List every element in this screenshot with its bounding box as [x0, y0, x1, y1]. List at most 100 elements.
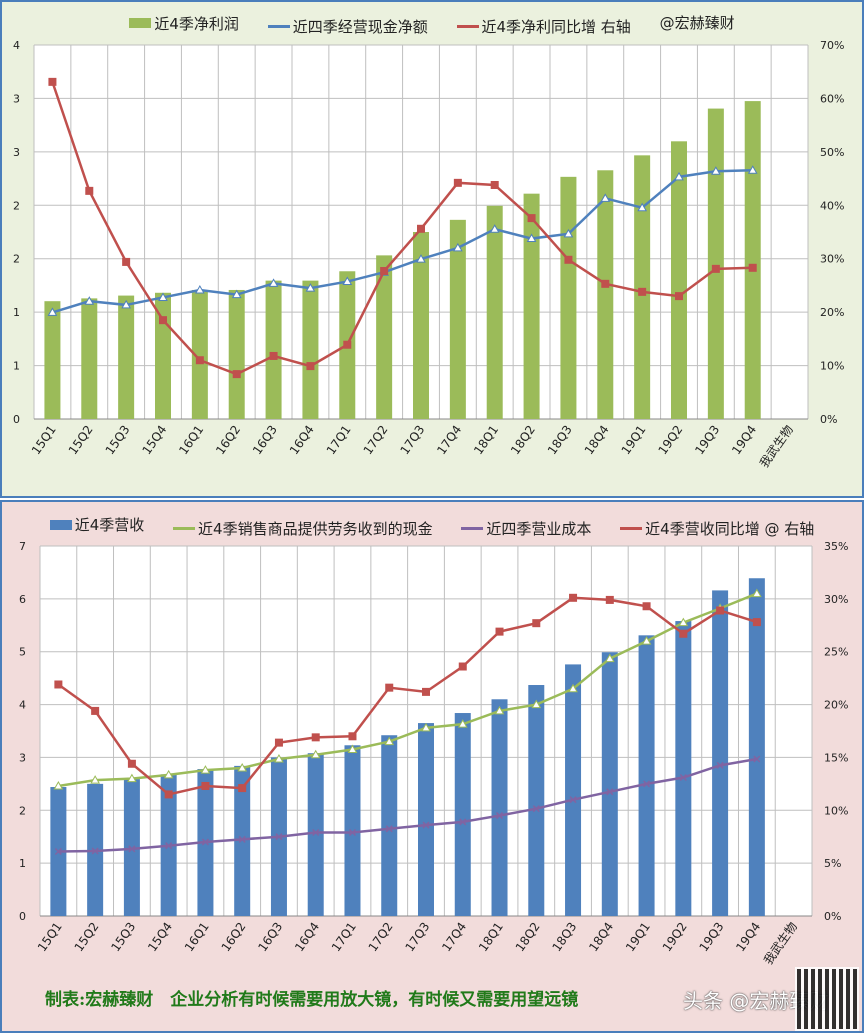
marker-square: [159, 316, 167, 325]
bar: [44, 301, 61, 419]
marker-square: [752, 618, 761, 627]
y2-tick-label: 20%: [824, 699, 848, 712]
line-triangle-swatch-icon: [173, 526, 196, 530]
x-tick-label: 17Q4: [439, 920, 469, 955]
y-tick-label: 3: [13, 146, 20, 159]
marker-square: [380, 267, 389, 276]
x-tick-label: 15Q1: [35, 920, 65, 955]
bar: [454, 713, 471, 916]
marker-square: [490, 180, 499, 189]
bar: [381, 735, 398, 916]
marker-x: [422, 821, 430, 829]
bar: [265, 280, 282, 419]
marker-square: [495, 627, 504, 636]
bar: [712, 590, 729, 916]
x-tick-label: 19Q4: [729, 423, 759, 458]
y2-tick-label: 35%: [824, 540, 848, 553]
y2-tick-label: 70%: [820, 39, 844, 52]
x-tick-label: 17Q1: [329, 920, 359, 955]
x-tick-label: 15Q4: [139, 423, 169, 458]
line-x-swatch-icon: [461, 526, 484, 530]
x-tick-label: 17Q2: [361, 423, 391, 458]
marker-x: [54, 847, 62, 856]
marker-square: [675, 292, 683, 301]
marker-square: [238, 784, 247, 793]
marker-square: [642, 602, 651, 611]
y2-tick-label: 0%: [824, 910, 841, 923]
x-tick-label: 19Q3: [692, 423, 722, 458]
marker-square: [232, 370, 241, 379]
x-tick-label: 16Q2: [219, 920, 249, 955]
bar: [675, 621, 692, 916]
marker-square: [127, 759, 136, 768]
x-tick-label: 16Q3: [255, 920, 285, 955]
marker-triangle: [600, 193, 611, 202]
marker-triangle: [489, 224, 500, 233]
marker-triangle: [637, 202, 648, 212]
bar: [565, 664, 582, 916]
y2-tick-label: 50%: [820, 146, 844, 159]
marker-square: [385, 683, 394, 692]
marker-triangle: [416, 254, 426, 263]
marker-square: [605, 595, 614, 604]
marker-triangle: [563, 228, 574, 238]
x-tick-label: 16Q1: [182, 920, 212, 955]
marker-square: [417, 224, 425, 233]
footer-caption: 制表:宏赫臻财 企业分析有时候需要用放大镜，有时候又需要用望远镜: [45, 990, 579, 1010]
bar-swatch-icon: [129, 18, 152, 28]
legend-item: 近4季净利同比增 右轴: [456, 16, 631, 37]
marker-x: [716, 761, 724, 769]
marker-square: [122, 257, 131, 266]
x-tick-label: 我武生物: [761, 920, 800, 967]
y-tick-label: 3: [19, 751, 26, 764]
line-square-swatch-icon: [456, 25, 479, 28]
line-square-swatch-icon: [620, 526, 643, 530]
x-tick-label: 17Q4: [434, 423, 464, 458]
bar: [234, 765, 251, 916]
marker-square: [343, 340, 352, 349]
y-tick-label: 1: [13, 306, 20, 319]
marker-square: [569, 593, 578, 602]
x-tick-label: 19Q3: [697, 920, 727, 955]
y2-tick-label: 20%: [820, 306, 844, 319]
marker-x: [532, 805, 540, 813]
x-tick-label: 16Q3: [250, 423, 280, 458]
y2-tick-label: 5%: [824, 857, 841, 870]
legend-bottom: 近4季营收 近4季销售商品提供劳务收到的现金 近四季营业成本 近4季营收同比增 …: [0, 514, 864, 539]
x-tick-label: 19Q1: [623, 920, 653, 955]
marker-triangle: [84, 296, 95, 305]
bar: [376, 255, 393, 419]
marker-square: [716, 606, 725, 615]
x-tick-label: 17Q1: [324, 423, 354, 458]
series-line: [58, 757, 758, 853]
marker-triangle: [158, 292, 168, 301]
x-tick-label: 17Q3: [402, 920, 432, 955]
legend-item: 近四季经营现金净额: [267, 16, 428, 37]
marker-triangle: [604, 653, 615, 663]
marker-square: [458, 662, 467, 671]
marker-x: [275, 833, 283, 841]
bar: [638, 635, 655, 916]
y2-tick-label: 10%: [824, 804, 848, 817]
marker-triangle: [90, 775, 101, 784]
marker-square: [453, 178, 462, 187]
y-tick-label: 6: [19, 593, 26, 606]
marker-square: [306, 362, 315, 371]
x-tick-label: 17Q3: [397, 423, 427, 458]
marker-triangle: [305, 283, 316, 292]
marker-triangle: [53, 780, 64, 790]
marker-square: [201, 781, 210, 790]
x-tick-label: 15Q2: [66, 423, 96, 458]
bar: [491, 699, 508, 916]
marker-triangle: [674, 171, 684, 181]
marker-triangle: [710, 166, 721, 175]
marker-triangle: [47, 307, 58, 316]
legend-item: 近4季净利润: [129, 13, 239, 34]
marker-x: [679, 773, 687, 782]
x-tick-label: 18Q3: [549, 920, 579, 955]
y2-tick-label: 40%: [820, 199, 844, 212]
marker-square: [54, 680, 63, 689]
x-tick-label: 15Q3: [103, 423, 133, 458]
marker-square: [711, 264, 720, 273]
